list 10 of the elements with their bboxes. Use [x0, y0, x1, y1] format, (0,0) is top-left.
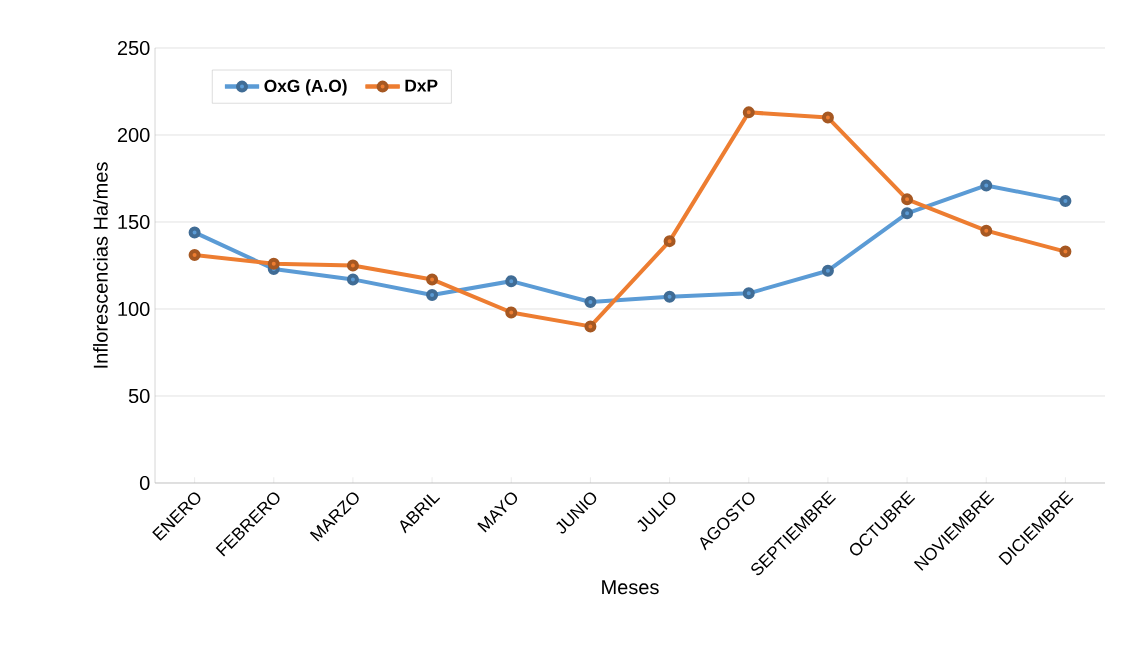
- y-tick-label: 250: [117, 40, 150, 56]
- y-tick-label: 50: [128, 388, 150, 404]
- y-tick-label: 150: [118, 214, 150, 230]
- legend-label: DxP: [405, 79, 438, 92]
- x-axis-title: Meses: [602, 580, 659, 595]
- y-tick-label: 100: [118, 301, 150, 317]
- y-axis-title: Inflorescencias Ha/mes: [93, 162, 108, 368]
- y-tick-label: 200: [117, 127, 150, 143]
- legend-label: OxG (A.O): [264, 79, 347, 96]
- y-tick-label: 0: [139, 475, 150, 491]
